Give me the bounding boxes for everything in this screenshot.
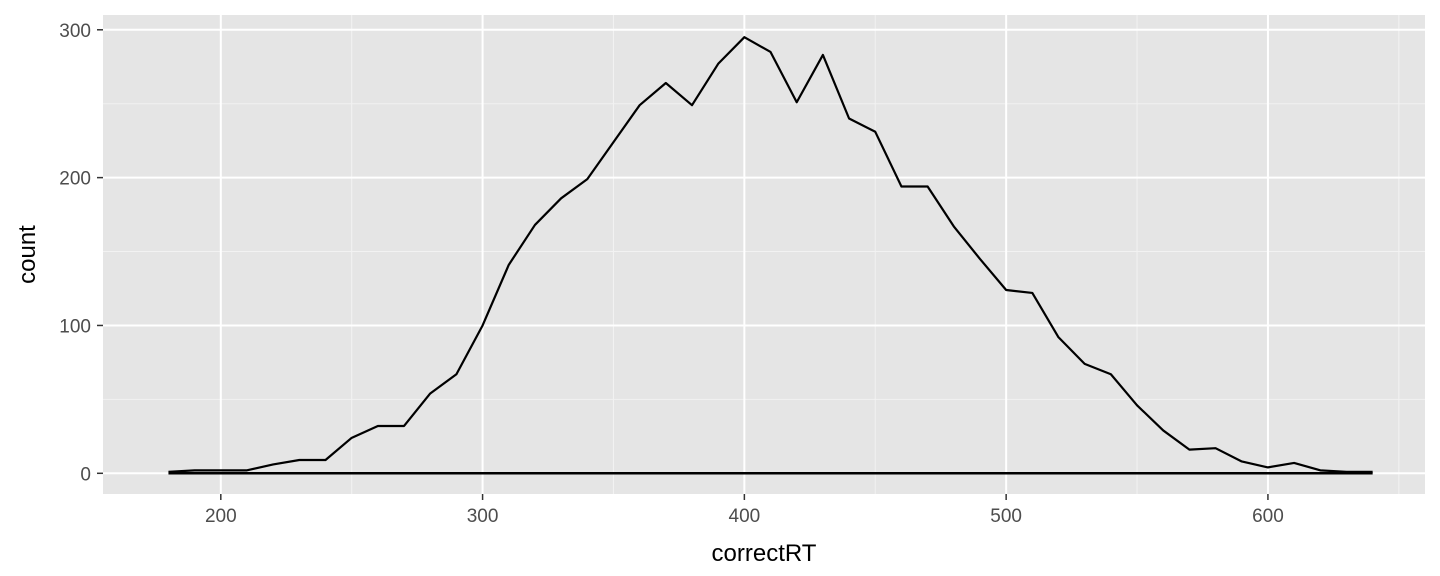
grid-minor [103, 15, 1425, 494]
y-axis-title: count [14, 225, 41, 284]
y-axis-ticks: 0 100 200 300 [59, 21, 103, 485]
y-tick-label: 0 [80, 464, 91, 485]
series-marks [168, 36, 1373, 475]
x-tick-label: 300 [467, 506, 499, 527]
x-tick-label: 400 [729, 506, 761, 527]
y-tick-label: 100 [59, 316, 91, 337]
series-line [168, 36, 1373, 473]
x-tick-label: 200 [205, 506, 237, 527]
y-tick-label: 300 [59, 21, 91, 42]
x-tick-label: 600 [1252, 506, 1284, 527]
plot-panel [103, 15, 1425, 494]
x-axis-title: correctRT [712, 540, 817, 567]
x-tick-label: 500 [990, 506, 1022, 527]
y-tick-label: 200 [59, 169, 91, 190]
x-axis-ticks: 200 300 400 500 600 [205, 494, 1284, 527]
